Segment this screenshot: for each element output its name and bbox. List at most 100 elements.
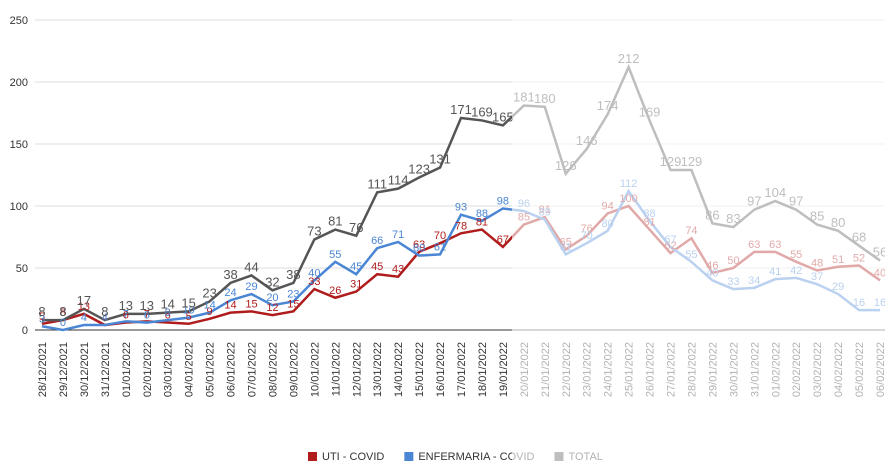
data-label: 61 [434, 241, 446, 253]
data-label: 5 [186, 311, 192, 323]
data-label: 45 [350, 261, 362, 273]
x-tick-label: 29/12/2021 [58, 342, 70, 397]
data-label: 8 [60, 307, 66, 319]
data-label: 114 [388, 173, 409, 188]
x-tick-label: 08/01/2022 [267, 342, 279, 397]
data-label: 4 [102, 312, 108, 324]
data-label: 38 [286, 267, 300, 282]
data-label: 81 [328, 214, 342, 229]
data-label: 9 [207, 306, 213, 318]
data-label: 15 [181, 295, 195, 310]
data-label: 23 [202, 285, 216, 300]
data-label: 14 [203, 300, 215, 312]
data-label: 45 [371, 261, 383, 273]
data-label: 20 [266, 292, 278, 304]
data-label: 6 [144, 310, 150, 322]
x-tick-label: 01/01/2022 [121, 342, 133, 397]
data-label: 33 [308, 276, 320, 288]
data-label: 13 [140, 298, 154, 313]
data-label: 38 [223, 267, 237, 282]
x-tick-label: 28/12/2021 [37, 342, 49, 397]
data-label: 31 [350, 279, 362, 291]
x-tick-label: 19/01/2022 [498, 342, 510, 397]
x-tick-label: 15/01/2022 [414, 342, 426, 397]
data-label: 66 [371, 235, 383, 247]
data-label: 88 [476, 208, 488, 220]
data-label: 93 [455, 202, 467, 214]
data-label: 14 [224, 300, 236, 312]
x-tick-label: 31/12/2021 [100, 342, 112, 397]
data-label: 165 [492, 109, 514, 124]
data-label: 10 [183, 305, 195, 317]
x-tick-label: 06/01/2022 [226, 342, 238, 397]
data-label: 32 [265, 274, 279, 289]
data-label: 123 [408, 161, 430, 176]
x-tick-label: 13/01/2022 [372, 342, 384, 397]
x-tick-label: 18/01/2022 [477, 342, 489, 397]
data-label: 98 [497, 195, 509, 207]
data-label: 60 [413, 243, 425, 255]
data-label: 8 [101, 304, 108, 319]
data-label: 26 [329, 285, 341, 297]
x-tick-label: 11/01/2022 [330, 342, 342, 396]
x-tick-label: 05/01/2022 [205, 342, 217, 397]
y-tick-label: 0 [22, 325, 28, 337]
data-label: 171 [450, 102, 472, 117]
data-label: 15 [287, 298, 299, 310]
data-label: 43 [392, 264, 404, 276]
data-label: 23 [287, 288, 299, 300]
x-tick-label: 10/01/2022 [309, 342, 321, 397]
data-label: 29 [245, 281, 257, 293]
y-tick-label: 250 [10, 15, 28, 27]
legend-swatch [308, 452, 317, 461]
x-tick-label: 03/01/2022 [163, 342, 175, 397]
data-label: 0 [60, 317, 66, 329]
y-tick-label: 150 [10, 139, 28, 151]
data-label: 67 [497, 234, 509, 246]
data-label: 169 [471, 104, 493, 119]
y-tick-label: 100 [10, 201, 28, 213]
x-tick-label: 14/01/2022 [393, 342, 405, 397]
x-tick-label: 04/01/2022 [184, 342, 196, 397]
fade-overlay [512, 0, 885, 462]
data-label: 4 [81, 312, 87, 324]
x-tick-label: 12/01/2022 [351, 342, 363, 397]
data-label: 78 [455, 220, 467, 232]
x-tick-label: 16/01/2022 [435, 342, 447, 397]
data-label: 55 [329, 249, 341, 261]
data-label: 12 [266, 302, 278, 314]
legend-swatch [404, 452, 414, 461]
x-tick-label: 07/01/2022 [247, 342, 259, 397]
x-tick-label: 02/01/2022 [142, 342, 154, 397]
data-label: 131 [429, 152, 451, 167]
data-label: 7 [144, 308, 150, 320]
data-label: 73 [307, 223, 321, 238]
data-label: 24 [224, 287, 236, 299]
data-label: 76 [349, 220, 363, 235]
x-tick-label: 17/01/2022 [456, 342, 468, 397]
data-label: 8 [165, 307, 171, 319]
data-label: 13 [78, 301, 90, 313]
data-label: 111 [367, 176, 387, 191]
legend-label: ENFERMARIA - COVID [418, 451, 534, 462]
data-label: 44 [244, 259, 258, 274]
data-label: 63 [413, 239, 425, 251]
data-label: 3 [39, 313, 45, 325]
data-label: 15 [245, 298, 257, 310]
data-label: 13 [119, 298, 133, 313]
data-label: 71 [392, 229, 404, 241]
data-label: 6 [165, 310, 171, 322]
data-label: 17 [77, 293, 91, 308]
y-tick-label: 50 [16, 263, 28, 275]
data-label: 5 [39, 311, 45, 323]
x-tick-label: 30/12/2021 [79, 342, 91, 397]
data-label: 7 [123, 308, 129, 320]
data-label: 14 [160, 297, 174, 312]
data-label: 4 [102, 312, 108, 324]
data-label: 8 [59, 304, 66, 319]
legend-label: UTI - COVID [322, 451, 384, 462]
data-label: 40 [308, 267, 320, 279]
y-tick-label: 200 [10, 77, 28, 89]
x-tick-label: 09/01/2022 [288, 342, 300, 397]
